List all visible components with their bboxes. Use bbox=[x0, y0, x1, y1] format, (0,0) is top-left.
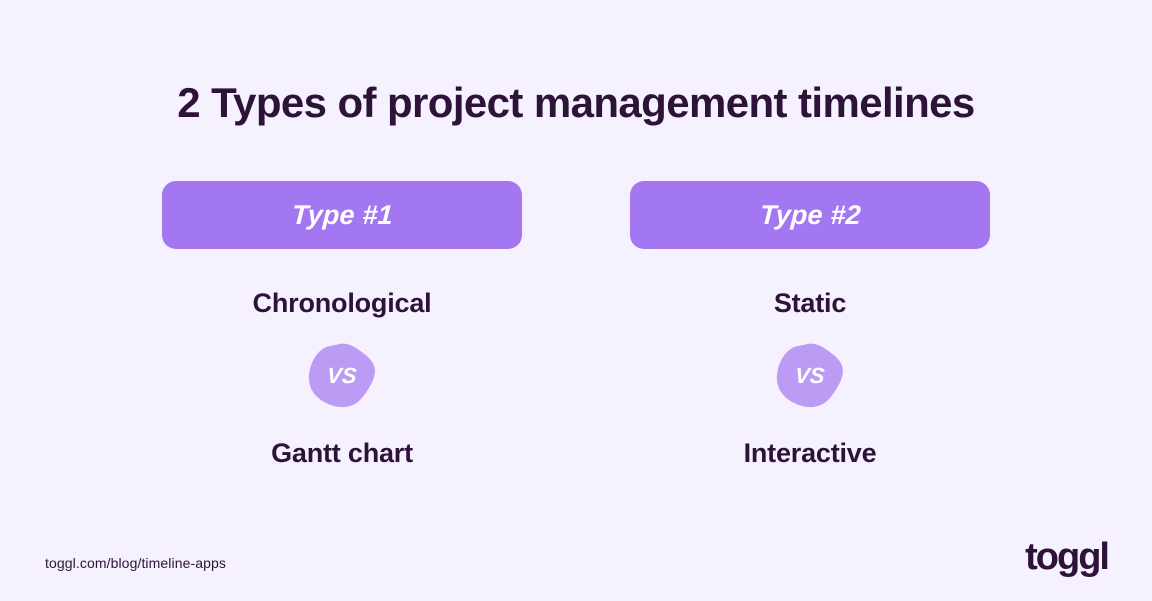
option-label-gantt-chart: Gantt chart bbox=[271, 438, 413, 468]
type-badge-label-2: Type #2 bbox=[758, 199, 862, 230]
option-label-static: Static bbox=[773, 288, 847, 318]
type-badge-label-1: Type #1 bbox=[290, 199, 394, 230]
comparison-column-1: Type #1 Chronological VS Gantt chart bbox=[162, 181, 522, 467]
page-title: 2 Types of project management timelines bbox=[177, 79, 975, 127]
option-label-interactive: Interactive bbox=[743, 438, 877, 468]
vs-blob-shape-icon bbox=[308, 343, 375, 408]
toggl-logo: toggl bbox=[1025, 536, 1110, 578]
option-label-chronological: Chronological bbox=[252, 288, 432, 318]
vs-blob-label-2: VS bbox=[794, 363, 826, 388]
vs-blob-2: VS bbox=[776, 342, 844, 410]
vs-blob-shape-icon bbox=[776, 343, 843, 408]
vs-blob-label-1: VS bbox=[326, 363, 358, 388]
type-badge-1: Type #1 bbox=[162, 181, 522, 249]
comparison-column-2: Type #2 Static VS Interactive bbox=[630, 181, 990, 467]
footer-source-url: toggl.com/blog/timeline-apps bbox=[45, 555, 227, 571]
comparison-columns: Type #1 Chronological VS Gantt chart Typ… bbox=[0, 181, 1152, 467]
vs-blob-1: VS bbox=[308, 342, 376, 410]
type-badge-2: Type #2 bbox=[630, 181, 990, 249]
